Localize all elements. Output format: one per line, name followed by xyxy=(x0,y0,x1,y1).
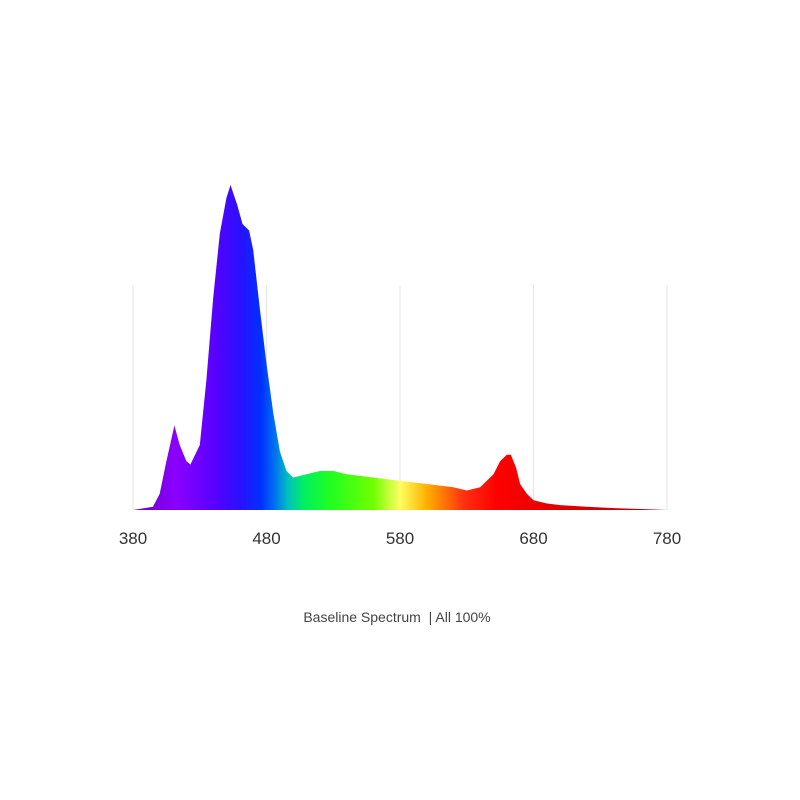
x-tick-label: 380 xyxy=(119,529,147,548)
spectrum-area xyxy=(133,185,667,510)
caption: Baseline Spectrum | All 100% xyxy=(303,609,490,625)
x-tick-label: 780 xyxy=(653,529,681,548)
x-tick-label: 480 xyxy=(252,529,280,548)
x-tick-label: 680 xyxy=(519,529,547,548)
x-tick-label: 580 xyxy=(386,529,414,548)
